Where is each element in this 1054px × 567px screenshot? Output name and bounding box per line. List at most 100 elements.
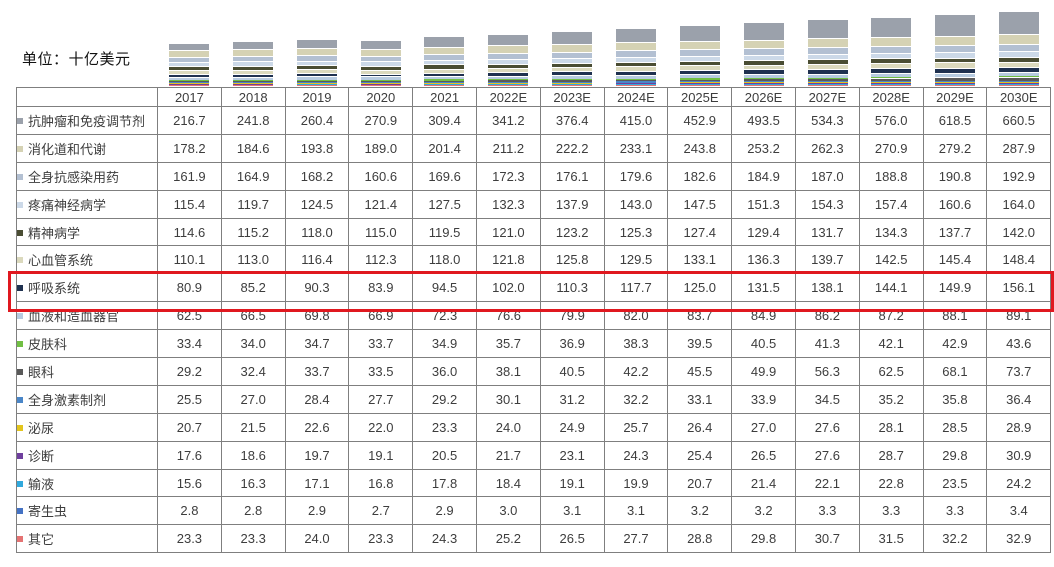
- bar-segment: [679, 41, 720, 51]
- bar-segment: [488, 76, 529, 80]
- value-cell: 110.3: [539, 273, 605, 303]
- bar-segment: [871, 37, 912, 48]
- value-cell: 452.9: [667, 106, 733, 135]
- value-cell: 124.5: [284, 189, 350, 219]
- value-cell: 42.1: [858, 329, 924, 359]
- value-cell: 2.9: [284, 496, 350, 526]
- table-row: 泌尿 20.7 21.5 22.6 22.0 23.3 24.0 24.9 25.7 26.4 27…: [16, 412, 1052, 442]
- bar-segment: [424, 85, 465, 86]
- bar-column: [668, 0, 732, 86]
- row-label: 眼科: [28, 364, 55, 380]
- value-cell: 90.3: [284, 273, 350, 303]
- bar-segment: [871, 47, 912, 54]
- bar-segment: [679, 83, 720, 85]
- value-cell: 112.3: [348, 245, 414, 275]
- bar-segment: [743, 83, 784, 85]
- value-cell: 145.4: [922, 245, 988, 275]
- row-label-cell: 寄生虫: [16, 496, 158, 526]
- bar-segment: [871, 77, 912, 79]
- bar-segment: [999, 52, 1040, 58]
- value-cell: 20.7: [157, 412, 222, 442]
- bar-segment: [168, 82, 209, 84]
- bar-segment: [679, 79, 720, 82]
- value-cell: 169.6: [412, 161, 477, 191]
- bar-segment: [168, 57, 209, 64]
- bar-segment: [935, 82, 976, 84]
- bar-column: [859, 0, 923, 86]
- bar-segment: [999, 83, 1040, 85]
- value-cell: 19.9: [603, 468, 669, 498]
- value-cell: 241.8: [220, 106, 286, 135]
- value-cell: 69.8: [284, 301, 350, 331]
- value-cell: 131.5: [731, 273, 796, 303]
- value-cell: 17.1: [284, 468, 350, 498]
- bar-segment: [232, 56, 273, 63]
- value-cell: 253.2: [731, 133, 796, 163]
- series-color-swatch: [17, 145, 23, 152]
- bar-segment: [743, 82, 784, 84]
- value-cell: 534.3: [794, 106, 860, 135]
- value-cell: 164.0: [986, 189, 1052, 219]
- table-row: 精神病学 114.6 115.2 118.0 115.0 119.5 121.0 123.2 1…: [16, 217, 1052, 247]
- bar-segment: [807, 54, 848, 61]
- row-label-cell: 血液和造血器官: [16, 301, 158, 331]
- value-cell: 38.1: [475, 357, 541, 386]
- year-header: 2021: [412, 87, 477, 107]
- bar-segment: [424, 76, 465, 80]
- value-cell: 33.4: [157, 329, 222, 359]
- value-cell: 376.4: [539, 106, 605, 135]
- value-cell: 29.8: [922, 440, 988, 470]
- stacked-bar: [935, 14, 976, 86]
- value-cell: 25.5: [157, 384, 222, 414]
- value-cell: 25.2: [475, 524, 541, 554]
- bar-segment: [232, 82, 273, 84]
- bar-segment: [999, 57, 1040, 63]
- bar-segment: [999, 84, 1040, 86]
- value-cell: 32.2: [922, 524, 988, 554]
- bar-segment: [999, 67, 1040, 74]
- bar-segment: [615, 67, 656, 72]
- value-cell: 35.7: [475, 329, 541, 359]
- bar-segment: [552, 84, 593, 85]
- value-cell: 134.3: [858, 217, 924, 247]
- value-cell: 42.2: [603, 357, 669, 386]
- bar-segment: [615, 57, 656, 63]
- bar-segment: [999, 77, 1040, 81]
- value-cell: 127.5: [412, 189, 477, 219]
- value-cell: 176.1: [539, 161, 605, 191]
- bar-segment: [488, 79, 529, 81]
- bar-segment: [679, 78, 720, 80]
- value-cell: 222.2: [539, 133, 605, 163]
- value-cell: 161.9: [157, 161, 222, 191]
- bar-segment: [615, 78, 656, 80]
- year-header: 2029E: [922, 87, 988, 107]
- value-cell: 45.5: [667, 357, 733, 386]
- bar-segment: [296, 61, 337, 66]
- value-cell: 28.4: [284, 384, 350, 414]
- value-cell: 21.7: [475, 440, 541, 470]
- bar-segment: [935, 78, 976, 81]
- table-row: 皮肤科 33.4 34.0 34.7 33.7 34.9 35.7 36.9 38.3 39.5 4…: [16, 329, 1052, 359]
- bar-segment: [935, 80, 976, 82]
- series-color-swatch: [17, 229, 23, 236]
- bar-segment: [743, 84, 784, 85]
- value-cell: 201.4: [412, 133, 477, 163]
- bar-segment: [871, 59, 912, 65]
- table-row: 血液和造血器官 62.5 66.5 69.8 66.9 72.3 76.6 79.9 82.0 8…: [16, 301, 1052, 331]
- bar-segment: [807, 60, 848, 65]
- row-label: 其它: [28, 532, 55, 548]
- bar-segment: [488, 64, 529, 69]
- bar-segment: [679, 56, 720, 62]
- value-cell: 160.6: [348, 161, 414, 191]
- value-cell: 40.5: [731, 329, 796, 359]
- bar-column: [987, 0, 1051, 86]
- value-cell: 3.2: [667, 496, 733, 526]
- bar-segment: [168, 85, 209, 86]
- value-cell: 129.4: [731, 217, 796, 247]
- value-cell: 137.7: [922, 217, 988, 247]
- value-cell: 49.9: [731, 357, 796, 386]
- bar-segment: [871, 74, 912, 78]
- bar-segment: [871, 84, 912, 85]
- bar-segment: [168, 81, 209, 83]
- bar-segment: [935, 84, 976, 86]
